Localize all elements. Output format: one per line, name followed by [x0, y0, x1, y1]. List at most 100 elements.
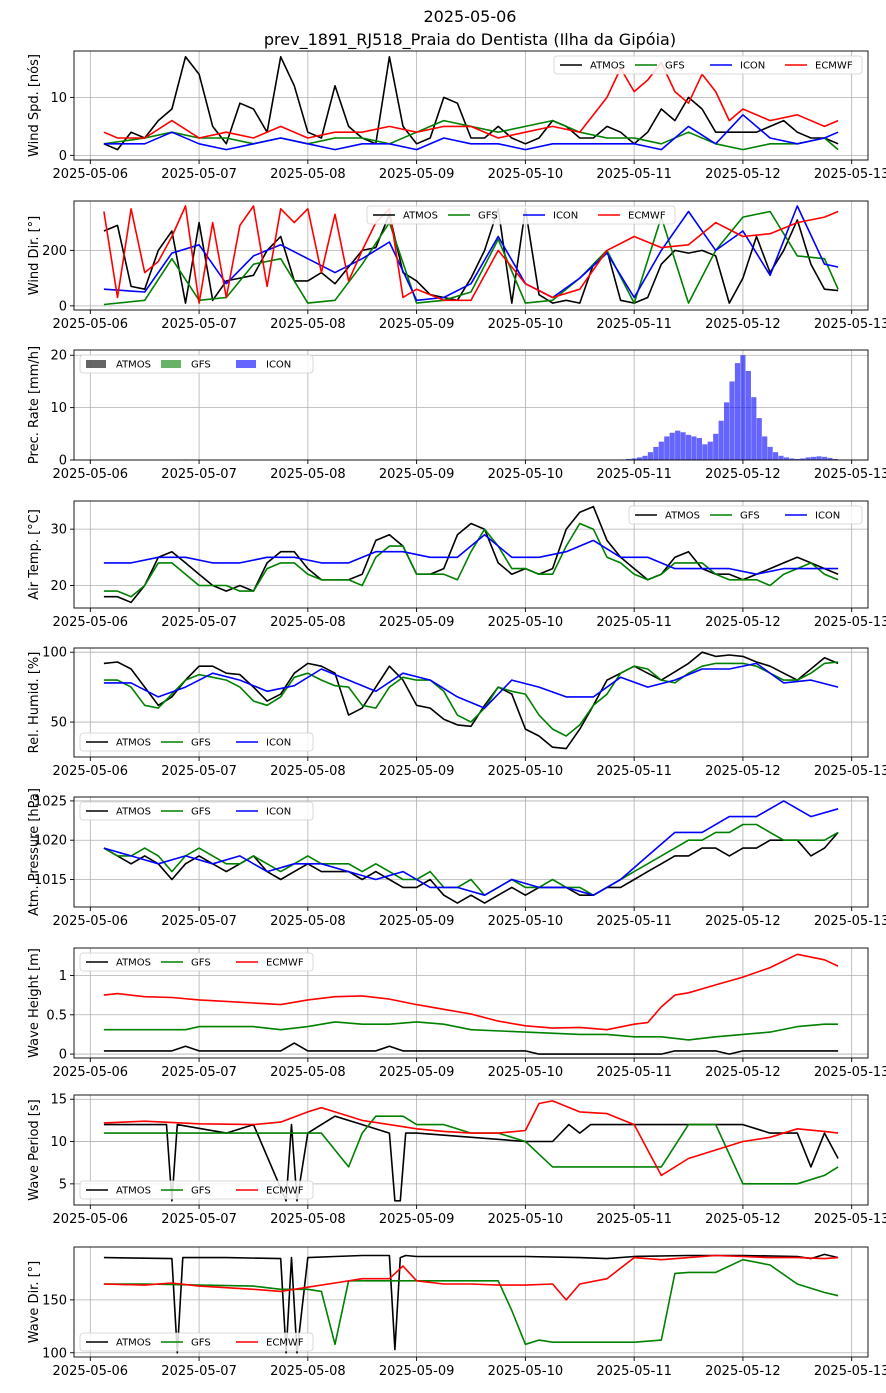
- series-line-atmos: [103, 831, 839, 904]
- series-group: [103, 55, 839, 151]
- y-tick-label: 150: [42, 1293, 67, 1308]
- x-tick-label: 2025-05-13: [814, 764, 886, 779]
- legend-label-gfs: GFS: [740, 511, 760, 522]
- y-axis-label: Wave Period [s]: [27, 1099, 42, 1200]
- axes-frame: [73, 349, 869, 461]
- legend-label-ecmwf: ECMWF: [628, 211, 666, 222]
- axes-frame: [73, 200, 869, 311]
- x-tick-label: 2025-05-12: [705, 167, 781, 182]
- series-line-ecmwf: [103, 205, 839, 304]
- bar-icon: [658, 441, 664, 460]
- axes-frame: [73, 500, 869, 609]
- x-tick-label: 2025-05-11: [596, 914, 672, 929]
- legend-label-gfs: GFS: [478, 211, 498, 222]
- legend: ATMOS GFS ICON: [79, 354, 314, 374]
- x-axis: 2025-05-06 2025-05-07 2025-05-08 2025-05-09…: [53, 310, 886, 332]
- x-axis: 2025-05-06 2025-05-07 2025-05-08 2025-05-09…: [53, 608, 886, 630]
- x-tick-label: 2025-05-10: [488, 317, 564, 332]
- x-tick-label: 2025-05-09: [379, 615, 455, 630]
- series-group: [103, 205, 839, 306]
- x-tick-label: 2025-05-08: [270, 167, 346, 182]
- x-tick-label: 2025-05-13: [814, 317, 886, 332]
- series-line-gfs: [103, 1021, 839, 1041]
- bar-icon: [811, 456, 817, 460]
- bar-icon: [816, 456, 822, 460]
- x-tick-label: 2025-05-08: [270, 1212, 346, 1227]
- axes-frame: [73, 796, 869, 908]
- legend-box: [553, 55, 863, 75]
- y-axis-label: Rel. Humid. [%]: [27, 652, 42, 754]
- y-tick-label: 50: [50, 716, 67, 731]
- series-line-atmos: [103, 208, 839, 304]
- y-tick-label: 20: [50, 579, 67, 594]
- bar-icon: [702, 444, 708, 460]
- bar-icon: [778, 455, 784, 460]
- x-tick-label: 2025-05-11: [596, 764, 672, 779]
- series-line-gfs: [103, 1115, 839, 1185]
- bar-icon: [821, 456, 828, 460]
- x-tick-label: 2025-05-12: [705, 467, 781, 482]
- series-group: [103, 1253, 839, 1354]
- x-tick-label: 2025-05-10: [488, 914, 564, 929]
- x-tick-label: 2025-05-06: [53, 317, 129, 332]
- x-tick-label: 2025-05-13: [814, 467, 886, 482]
- x-tick-label: 2025-05-07: [161, 1065, 237, 1080]
- y-tick-label: 1: [59, 969, 67, 984]
- series-group: [103, 651, 839, 750]
- x-tick-label: 2025-05-09: [379, 467, 455, 482]
- x-tick-label: 2025-05-13: [814, 615, 886, 630]
- y-axis: 0 10 20: [50, 349, 74, 469]
- x-tick-label: 2025-05-06: [53, 764, 129, 779]
- x-tick-label: 2025-05-08: [270, 615, 346, 630]
- x-tick-label: 2025-05-06: [53, 167, 129, 182]
- x-tick-label: 2025-05-11: [596, 167, 672, 182]
- series-line-ecmwf: [103, 1100, 839, 1177]
- legend-label-atmos: ATMOS: [116, 738, 151, 749]
- y-tick-label: 10: [50, 1135, 67, 1150]
- legend-box: [79, 952, 314, 972]
- x-tick-label: 2025-05-06: [53, 914, 129, 929]
- legend-label-atmos: ATMOS: [116, 1338, 151, 1349]
- series-line-atmos: [103, 651, 839, 750]
- series-group: [103, 505, 839, 604]
- legend-box: [79, 801, 314, 821]
- series-line-ecmwf: [103, 1254, 839, 1301]
- x-tick-label: 2025-05-08: [270, 1364, 346, 1379]
- y-axis-label: Wave Height [m]: [27, 948, 42, 1058]
- legend-label-atmos: ATMOS: [116, 360, 151, 371]
- axes-frame: [73, 1094, 869, 1206]
- bar-icon: [680, 432, 686, 460]
- legend-label-atmos: ATMOS: [665, 511, 700, 522]
- grid-lines: [74, 1247, 868, 1357]
- legend-label-ecmwf: ECMWF: [815, 61, 853, 72]
- y-tick-label: 1020: [34, 834, 67, 849]
- series-line-gfs: [103, 119, 839, 151]
- x-tick-label: 2025-05-07: [161, 167, 237, 182]
- legend-label-icon: ICON: [553, 211, 578, 222]
- y-tick-label: 100: [42, 1346, 67, 1361]
- legend-label-gfs: GFS: [191, 360, 211, 371]
- series-line-icon: [103, 533, 839, 576]
- legend-label-atmos: ATMOS: [403, 211, 438, 222]
- x-axis: 2025-05-06 2025-05-07 2025-05-08 2025-05-09…: [53, 757, 886, 779]
- legend-swatch-atmos: [86, 360, 106, 368]
- x-tick-label: 2025-05-07: [161, 467, 237, 482]
- x-tick-label: 2025-05-06: [53, 1065, 129, 1080]
- x-tick-label: 2025-05-07: [161, 615, 237, 630]
- panel-wind-speed: 2025-05-06 2025-05-07 2025-05-08 2025-05-09…: [27, 50, 886, 182]
- x-tick-label: 2025-05-12: [705, 1065, 781, 1080]
- x-tick-label: 2025-05-11: [596, 615, 672, 630]
- bar-icon: [724, 402, 730, 460]
- bar-icon: [653, 446, 659, 460]
- series-group: [182, 355, 838, 460]
- series-line-ecmwf: [103, 61, 839, 139]
- x-tick-label: 2025-05-08: [270, 764, 346, 779]
- x-axis: 2025-05-06 2025-05-07 2025-05-08 2025-05-09…: [53, 460, 886, 482]
- legend-label-ecmwf: ECMWF: [266, 1338, 304, 1349]
- y-axis-label: Prec. Rate [mm/h]: [27, 346, 42, 464]
- legend: ATMOS GFS ICON: [628, 505, 863, 525]
- bar-icon: [734, 363, 741, 460]
- series-line-icon: [103, 205, 839, 302]
- legend-box: [628, 505, 863, 525]
